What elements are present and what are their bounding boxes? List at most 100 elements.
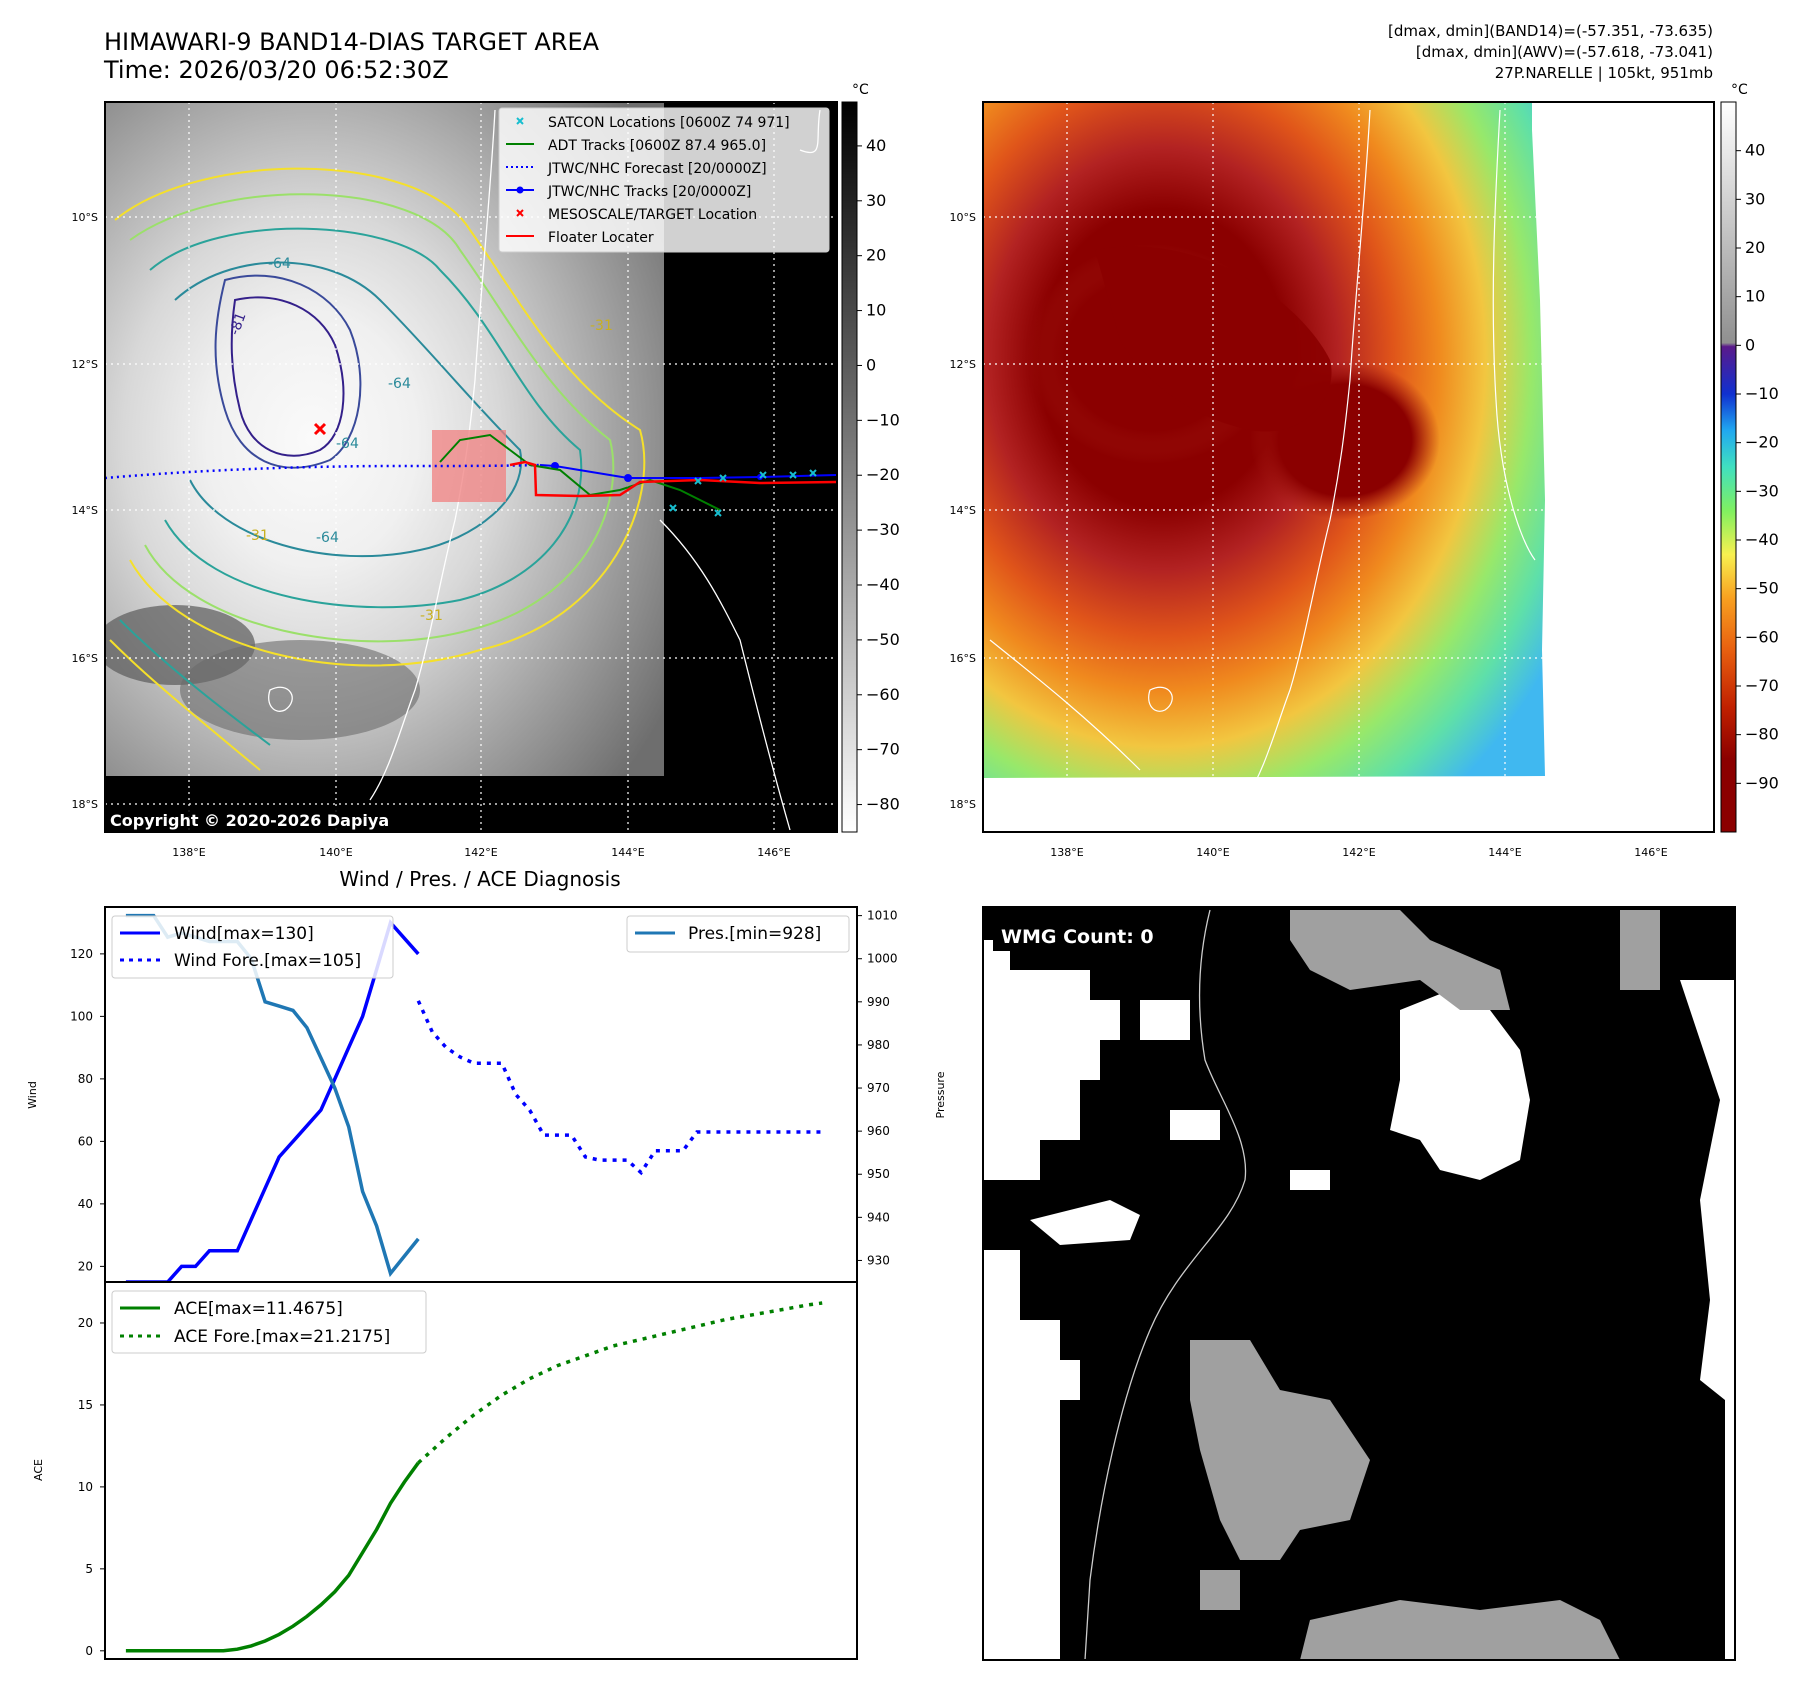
jtwc-legend-icon [506, 186, 534, 194]
y-tick-label: 1010 [867, 909, 898, 923]
legend-label: JTWC/NHC Forecast [20/0000Z] [547, 161, 767, 177]
ir-map-panel: -81 -64 -64 -64 -64 -31 -31 -31 SATCON L… [105, 102, 837, 832]
ace-chart: ACE 0 5 10 15 20 ACE[max=11.4675] ACE Fore.[… [32, 1281, 858, 1660]
contour-label: -64 [388, 376, 411, 392]
y-tick-label: 20 [78, 1316, 93, 1330]
colorbar-tick-label: −40 [1745, 530, 1779, 549]
color-ir-map-panel [983, 102, 1714, 832]
lon-label: 138°E [1050, 846, 1083, 859]
colorbar-tick-label: −50 [1745, 579, 1779, 598]
colorbar-tick-label: 40 [866, 136, 886, 155]
y-tick-label: 960 [867, 1124, 890, 1138]
ace-fore-series-line [417, 1301, 823, 1465]
colorbar-unit: °C [1731, 82, 1748, 98]
contour-lines [109, 167, 646, 771]
colorbar-unit: °C [852, 82, 869, 98]
ir-map-lon-labels: 138°E 140°E 142°E 144°E 146°E [172, 846, 790, 859]
contour-label: -64 [316, 530, 339, 546]
contour-label: -31 [246, 528, 269, 544]
wmg-gray-regions [1190, 910, 1660, 1660]
lat-label: 14°S [72, 504, 98, 517]
y-tick-label: 940 [867, 1210, 890, 1224]
contour-label: -64 [336, 436, 359, 452]
legend-label: Wind[max=130] [174, 924, 314, 944]
pressure-axis-label: Pressure [934, 1071, 947, 1118]
lon-label: 140°E [1196, 846, 1229, 859]
ace-series-line [125, 1461, 420, 1653]
legend-label: ACE Fore.[max=21.2175] [174, 1327, 390, 1347]
contour-label: -31 [420, 608, 443, 624]
y-tick-label: 990 [867, 995, 890, 1009]
lat-label: 18°S [72, 798, 98, 811]
lon-label: 142°E [464, 846, 497, 859]
y-tick-label: 10 [78, 1480, 93, 1494]
legend-label: MESOSCALE/TARGET Location [548, 207, 757, 223]
colorbar-tick-label: 30 [866, 191, 886, 210]
contour-label: -81 [227, 310, 250, 337]
lat-label: 12°S [72, 358, 98, 371]
lat-label: 16°S [950, 652, 976, 665]
y-tick-label: 120 [70, 947, 93, 961]
y-tick-label: 980 [867, 1038, 890, 1052]
ace-axis-label: ACE [32, 1459, 45, 1481]
colorbar-tick-label: −70 [866, 740, 900, 759]
wmg-frame [982, 906, 1736, 1661]
colorbar-tick-label: −30 [1745, 481, 1779, 500]
colorbar-tick-label: −80 [1745, 725, 1779, 744]
colorbar-tick-label: 10 [866, 301, 886, 320]
legend-label: SATCON Locations [0600Z 74 971] [548, 115, 790, 131]
wmg-coastline [1084, 909, 1247, 1661]
y-tick-label: 15 [78, 1398, 93, 1412]
ir-map-frame [104, 101, 838, 833]
color-map-lat-labels: 10°S 12°S 14°S 16°S 18°S [950, 211, 976, 811]
lon-label: 140°E [319, 846, 352, 859]
awv-range: [dmax, dmin](AWV)=(-57.618, -73.041) [1415, 43, 1713, 61]
target-area-box [432, 430, 506, 502]
chart-time: Time: 2026/03/20 06:52:30Z [104, 56, 449, 84]
colorbar-tick-label: 40 [1745, 141, 1765, 160]
wind-axis-label: Wind [26, 1081, 39, 1109]
colorbar-tick-label: 20 [1745, 238, 1765, 257]
lat-label: 16°S [72, 652, 98, 665]
lat-label: 10°S [72, 211, 98, 224]
wind-legend: Wind[max=130] Wind Fore.[max=105] [111, 915, 394, 979]
chart-title: HIMAWARI-9 BAND14-DIAS TARGET AREA [104, 28, 600, 56]
wind-pressure-chart: Wind Pressure 20 40 60 80 100 120 930 940 950 96… [26, 906, 947, 1284]
colorbar-tick-label: −10 [866, 410, 900, 429]
target-marker [313, 422, 327, 436]
y-tick-label: 950 [867, 1167, 890, 1181]
copyright-label: Copyright © 2020-2026 Dapiya [106, 810, 394, 831]
lat-label: 12°S [950, 358, 976, 371]
colorbar-tick-label: −20 [1745, 433, 1779, 452]
floater-track [509, 460, 837, 498]
lon-label: 138°E [172, 846, 205, 859]
y-tick-label: 0 [85, 1644, 93, 1658]
colorbar-tick-label: −60 [866, 685, 900, 704]
satcon-markers [669, 469, 817, 517]
colorbar-tick-label: −60 [1745, 627, 1779, 646]
y-tick-label: 5 [85, 1562, 93, 1576]
color-map-lon-labels: 138°E 140°E 142°E 144°E 146°E [1050, 846, 1667, 859]
band14-range: [dmax, dmin](BAND14)=(-57.351, -73.635) [1388, 22, 1713, 40]
colorbar-tick-label: −20 [866, 465, 900, 484]
legend-label: Pres.[min=928] [688, 924, 821, 944]
legend-label: Floater Locater [548, 230, 654, 246]
colorbar-tick-label: 0 [866, 355, 876, 374]
colorbar-tick-label: −30 [866, 520, 900, 539]
y-tick-label: 930 [867, 1253, 890, 1267]
wmg-count-label: WMG Count: 0 [1001, 926, 1154, 948]
legend-label: JTWC/NHC Tracks [20/0000Z] [547, 184, 751, 200]
y-tick-label: 40 [78, 1197, 93, 1211]
contour-label: -64 [268, 256, 291, 272]
y-tick-label: 970 [867, 1081, 890, 1095]
lon-label: 142°E [1342, 846, 1375, 859]
lat-label: 18°S [950, 798, 976, 811]
colorbar-tick-label: −70 [1745, 676, 1779, 695]
wmg-white-regions [983, 940, 1735, 1660]
color-colorbar: °C 40 30 20 10 0 −10 −20 −30 −40 −50 −60 −70 −80 −90 [1720, 82, 1779, 833]
lon-label: 146°E [1634, 846, 1667, 859]
colorbar-tick-label: −90 [1745, 773, 1779, 792]
colorbar-tick-label: −40 [866, 575, 900, 594]
legend-label: ACE[max=11.4675] [174, 1299, 343, 1319]
